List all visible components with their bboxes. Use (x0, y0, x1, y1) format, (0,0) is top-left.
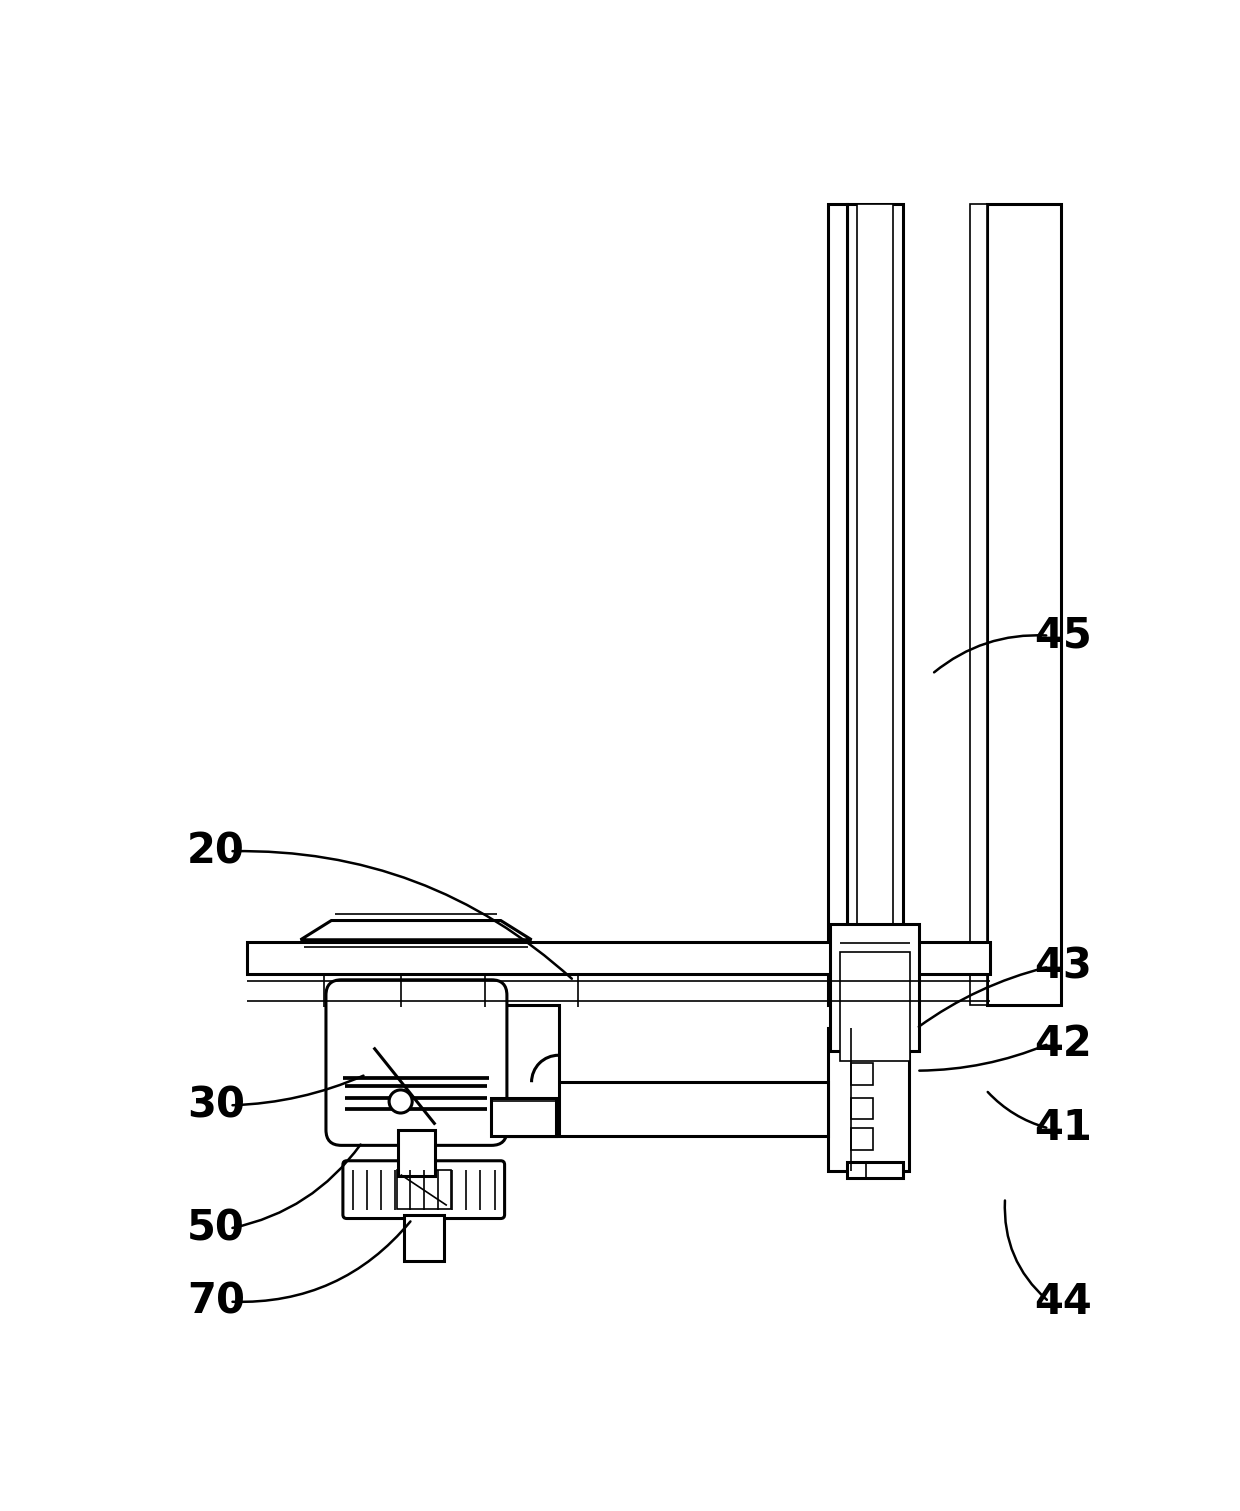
Text: 30: 30 (187, 1085, 244, 1126)
Bar (247, 941, 990, 975)
Bar (404, 1215, 444, 1260)
Bar (847, 1162, 903, 1179)
Text: 42: 42 (1034, 1023, 1091, 1065)
Text: 45: 45 (1034, 615, 1091, 657)
Bar (851, 1062, 873, 1085)
Bar (987, 204, 1060, 1005)
Bar (828, 204, 847, 1005)
Text: 50: 50 (187, 1207, 244, 1250)
Bar (851, 1129, 873, 1150)
Text: 43: 43 (1034, 946, 1091, 988)
Text: 41: 41 (1034, 1108, 1091, 1150)
Bar (491, 1097, 557, 1136)
Bar (501, 1005, 558, 1136)
Bar (847, 204, 903, 1005)
Bar (851, 1097, 873, 1120)
Bar (398, 1130, 434, 1176)
Bar (828, 1029, 909, 1171)
Bar (857, 204, 893, 1005)
Text: 20: 20 (187, 830, 244, 872)
Polygon shape (300, 920, 532, 940)
Text: 44: 44 (1034, 1281, 1091, 1322)
Circle shape (389, 1089, 412, 1114)
Bar (397, 1170, 450, 1209)
FancyBboxPatch shape (343, 1160, 505, 1218)
Bar (839, 952, 910, 1061)
FancyBboxPatch shape (326, 979, 507, 1145)
Text: 70: 70 (187, 1281, 244, 1322)
Bar (501, 1082, 828, 1136)
Bar (971, 204, 987, 1005)
Bar (831, 925, 919, 1052)
